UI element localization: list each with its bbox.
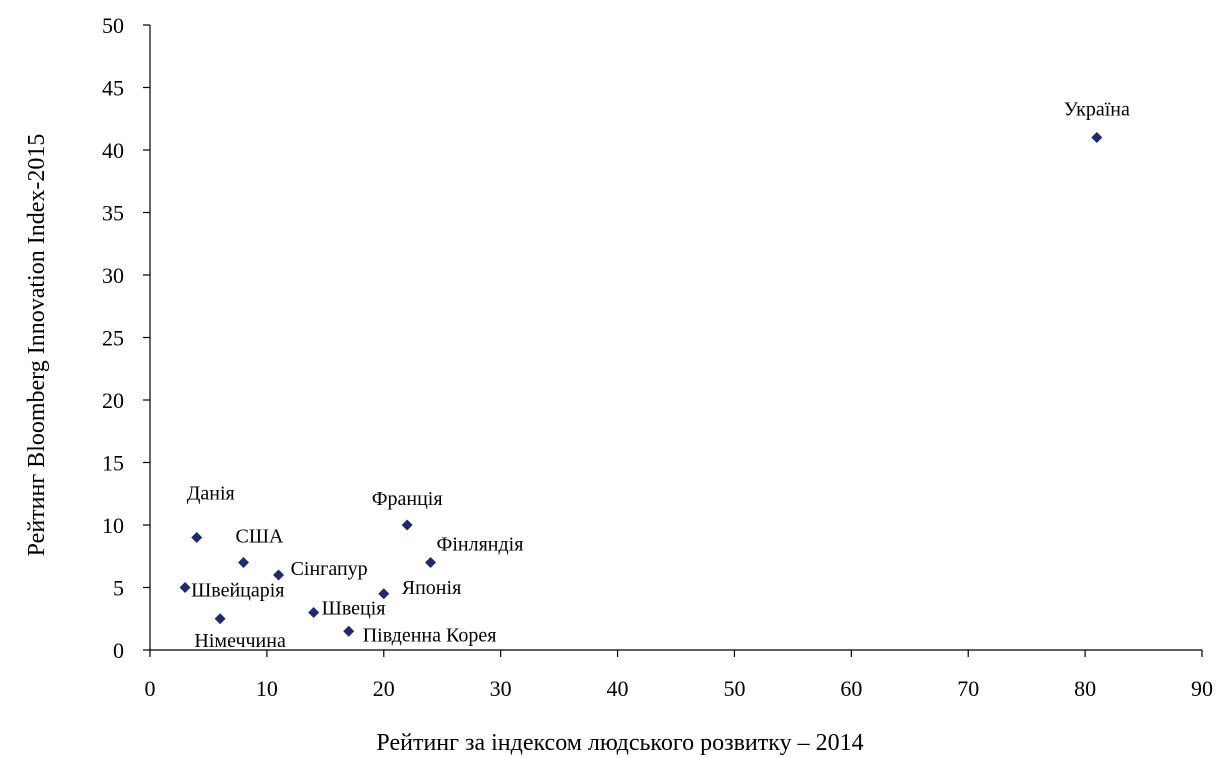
data-point xyxy=(425,557,437,568)
x-tick-label: 20 xyxy=(373,676,395,701)
data-point xyxy=(191,532,203,543)
point-label: Данія xyxy=(187,483,235,505)
x-tick-label: 30 xyxy=(490,676,512,701)
y-tick-label: 20 xyxy=(102,388,124,413)
x-tick-label: 80 xyxy=(1074,676,1096,701)
point-label: Швеція xyxy=(322,598,386,620)
data-point xyxy=(238,557,250,568)
y-axis: 0 5 10 15 20 25 30 35 40 45 50 xyxy=(102,13,151,663)
y-tick-label: 0 xyxy=(113,638,124,663)
data-point xyxy=(214,613,226,625)
data-point xyxy=(1091,132,1103,143)
x-tick-label: 90 xyxy=(1191,676,1213,701)
data-point xyxy=(308,607,320,618)
point-label: Німеччина xyxy=(194,630,286,652)
point-label: Швейцарія xyxy=(191,580,284,602)
point-label: Сінгапур xyxy=(291,558,368,580)
data-point xyxy=(273,569,285,581)
data-points xyxy=(179,132,1103,637)
point-label: Південна Корея xyxy=(363,624,497,646)
data-point xyxy=(401,519,413,531)
x-axis: 0 10 20 30 40 50 60 70 80 90 xyxy=(145,649,1213,701)
y-tick-label: 40 xyxy=(102,138,124,163)
y-tick-label: 25 xyxy=(102,326,124,351)
x-tick-label: 0 xyxy=(145,676,156,701)
y-tick-label: 45 xyxy=(102,76,124,101)
data-point xyxy=(343,625,355,637)
x-axis-title: Рейтинг за індексом людського розвитку –… xyxy=(376,730,863,756)
point-label: Фінляндія xyxy=(437,534,524,556)
y-tick-label: 10 xyxy=(102,513,124,538)
point-label: Україна xyxy=(1064,99,1130,121)
x-tick-label: 60 xyxy=(840,676,862,701)
x-tick-label: 40 xyxy=(607,676,629,701)
data-point xyxy=(378,588,390,600)
y-tick-label: 50 xyxy=(102,13,124,38)
y-tick-label: 35 xyxy=(102,201,124,226)
x-tick-label: 50 xyxy=(723,676,745,701)
y-tick-label: 5 xyxy=(113,576,124,601)
y-tick-label: 30 xyxy=(102,263,124,288)
point-label: Японія xyxy=(402,577,462,599)
x-tick-label: 10 xyxy=(256,676,278,701)
y-axis-title: Рейтинг Bloomberg Innovation Index-2015 xyxy=(24,134,50,557)
point-label: Франція xyxy=(372,488,443,510)
data-point xyxy=(179,582,191,593)
x-tick-label: 70 xyxy=(957,676,979,701)
y-tick-label: 15 xyxy=(102,451,124,476)
point-label: США xyxy=(236,526,285,548)
